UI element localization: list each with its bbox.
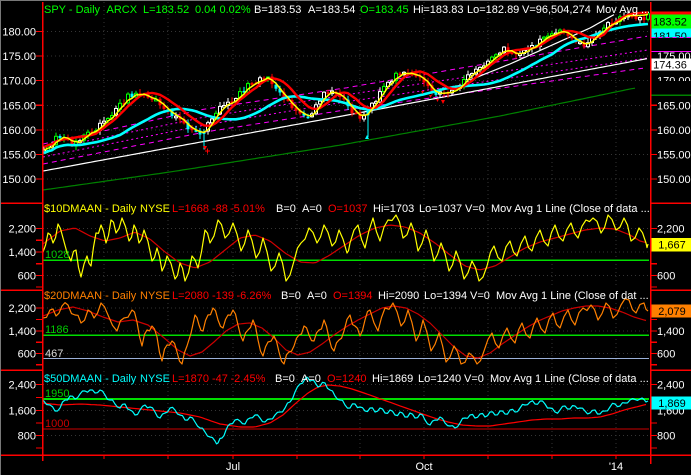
svg-text:Oct: Oct: [415, 461, 432, 473]
svg-text:155.00: 155.00: [2, 150, 36, 162]
svg-text:467: 467: [45, 348, 63, 360]
svg-text:2,200: 2,200: [8, 303, 36, 315]
svg-text:174.36: 174.36: [653, 60, 687, 72]
svg-text:160.00: 160.00: [657, 125, 691, 137]
svg-text:0.02%: 0.02%: [220, 4, 251, 16]
svg-text:Hi=2090: Hi=2090: [378, 290, 419, 302]
svg-text:180.00: 180.00: [2, 26, 36, 38]
svg-text:1,400: 1,400: [8, 247, 36, 259]
svg-text:Lo=1394: Lo=1394: [424, 290, 467, 302]
svg-text:-6.26%: -6.26%: [237, 290, 272, 302]
svg-text:1,400: 1,400: [657, 326, 685, 338]
svg-text:160.00: 160.00: [2, 125, 36, 137]
svg-text:-2.45%: -2.45%: [231, 373, 266, 385]
svg-text:-139: -139: [212, 290, 234, 302]
svg-text:Mov Avg 1 Line (Close of data: Mov Avg 1 Line (Close of data ...: [490, 373, 649, 385]
svg-text:NYSE: NYSE: [140, 373, 170, 385]
svg-text:B=0: B=0: [281, 290, 301, 302]
svg-text:155.00: 155.00: [657, 150, 691, 162]
svg-text:800: 800: [657, 431, 675, 443]
svg-text:1,600: 1,600: [8, 406, 36, 418]
svg-text:NYSE: NYSE: [140, 290, 170, 302]
svg-text:Lo=182.89: Lo=182.89: [467, 4, 519, 16]
svg-text:$50DMAAN - Daily: $50DMAAN - Daily: [44, 373, 137, 385]
svg-text:'14: '14: [609, 461, 623, 473]
svg-text:150.00: 150.00: [2, 174, 36, 186]
svg-text:2,200: 2,200: [657, 224, 685, 236]
svg-text:L=2080: L=2080: [172, 290, 209, 302]
svg-text:600: 600: [657, 270, 675, 282]
svg-text:600: 600: [657, 349, 675, 361]
svg-text:O=1240: O=1240: [327, 373, 366, 385]
svg-text:B=183.53: B=183.53: [254, 4, 301, 16]
svg-text:181.50: 181.50: [653, 31, 687, 43]
svg-text:B=0: B=0: [276, 203, 296, 215]
svg-text:B=0: B=0: [275, 373, 295, 385]
svg-text:ARCX: ARCX: [107, 4, 138, 16]
svg-text:V=0: V=0: [470, 290, 490, 302]
svg-text:NYSE: NYSE: [140, 203, 170, 215]
svg-text:175.00: 175.00: [2, 51, 36, 63]
svg-text:165.00: 165.00: [2, 100, 36, 112]
svg-text:2,400: 2,400: [657, 380, 685, 392]
svg-text:Mov Avg ...: Mov Avg ...: [596, 4, 650, 16]
svg-text:O=183.45: O=183.45: [360, 4, 409, 16]
svg-text:2,200: 2,200: [8, 224, 36, 236]
svg-text:Hi=183.83: Hi=183.83: [413, 4, 463, 16]
svg-text:Hi=1703: Hi=1703: [373, 203, 414, 215]
svg-text:1028: 1028: [45, 249, 69, 261]
svg-text:V=0: V=0: [465, 203, 485, 215]
svg-text:Lo=1240: Lo=1240: [418, 373, 461, 385]
svg-text:0.04: 0.04: [195, 4, 216, 16]
svg-text:Jul: Jul: [226, 461, 240, 473]
svg-text:600: 600: [18, 349, 36, 361]
svg-text:1,869: 1,869: [658, 398, 686, 410]
svg-text:Lo=1037: Lo=1037: [419, 203, 462, 215]
svg-text:183.52: 183.52: [653, 17, 687, 29]
svg-text:V=96,504,274: V=96,504,274: [522, 4, 591, 16]
svg-text:600: 600: [18, 270, 36, 282]
svg-text:A=0: A=0: [307, 290, 327, 302]
svg-text:1186: 1186: [45, 324, 69, 336]
svg-text:O=1394: O=1394: [333, 290, 372, 302]
svg-text:1,400: 1,400: [8, 326, 36, 338]
svg-text:1950: 1950: [45, 388, 69, 400]
svg-text:2,400: 2,400: [8, 380, 36, 392]
svg-text:L=1668: L=1668: [172, 203, 209, 215]
svg-text:A=183.54: A=183.54: [308, 4, 355, 16]
svg-text:170.00: 170.00: [2, 76, 36, 88]
svg-text:Mov Avg 1 Line (Close of data: Mov Avg 1 Line (Close of data ...: [491, 203, 650, 215]
svg-text:Hi=1869: Hi=1869: [372, 373, 413, 385]
svg-text:1000: 1000: [45, 418, 69, 430]
svg-text:V=0: V=0: [464, 373, 484, 385]
svg-text:-5.01%: -5.01%: [230, 203, 265, 215]
svg-text:$10DMAAN - Daily: $10DMAAN - Daily: [44, 203, 137, 215]
svg-text:-47: -47: [212, 373, 228, 385]
svg-text:L=183.52: L=183.52: [143, 4, 189, 16]
svg-text:800: 800: [18, 431, 36, 443]
svg-text:Mov Avg 1 Line (Close of dat .: Mov Avg 1 Line (Close of dat ...: [496, 290, 649, 302]
svg-text:SPY - Daily: SPY - Daily: [44, 4, 101, 16]
svg-text:150.00: 150.00: [657, 174, 691, 186]
svg-text:L=1870: L=1870: [172, 373, 209, 385]
svg-text:1,667: 1,667: [658, 240, 686, 252]
svg-text:O=1037: O=1037: [328, 203, 367, 215]
svg-text:2,079: 2,079: [658, 306, 686, 318]
svg-text:165.00: 165.00: [657, 100, 691, 112]
svg-text:A=0: A=0: [301, 373, 321, 385]
svg-text:$20DMAAN - Daily: $20DMAAN - Daily: [44, 290, 137, 302]
svg-text:-88: -88: [212, 203, 228, 215]
svg-text:A=0: A=0: [302, 203, 322, 215]
